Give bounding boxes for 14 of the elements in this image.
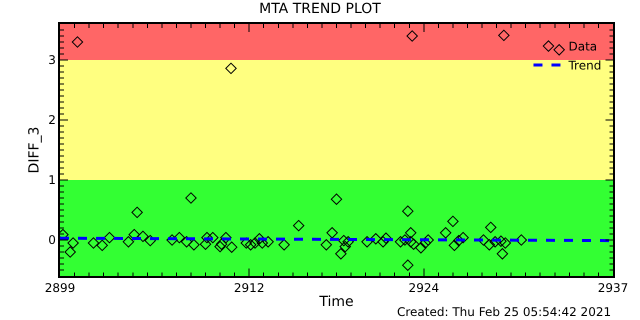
y-axis-title: DIFF_3 [26,126,42,174]
x-axis-title: Time [318,294,354,310]
legend-label: Trend [567,58,602,73]
y-tick-label: 3 [48,53,56,68]
x-tick-label: 2924 [408,281,440,296]
x-tick-label: 2899 [44,281,76,296]
text: Created: Thu Feb 25 05:54:42 2021 [397,305,612,319]
x-tick-label: 2937 [598,281,628,296]
chart-title: MTA TREND PLOT [259,1,382,17]
legend-label: Data [568,40,598,54]
y-tick-label: 2 [48,113,56,128]
y-tick-label: 0 [48,233,56,248]
y-tick-label: 1 [48,173,56,188]
x-tick-label: 2912 [234,281,264,296]
